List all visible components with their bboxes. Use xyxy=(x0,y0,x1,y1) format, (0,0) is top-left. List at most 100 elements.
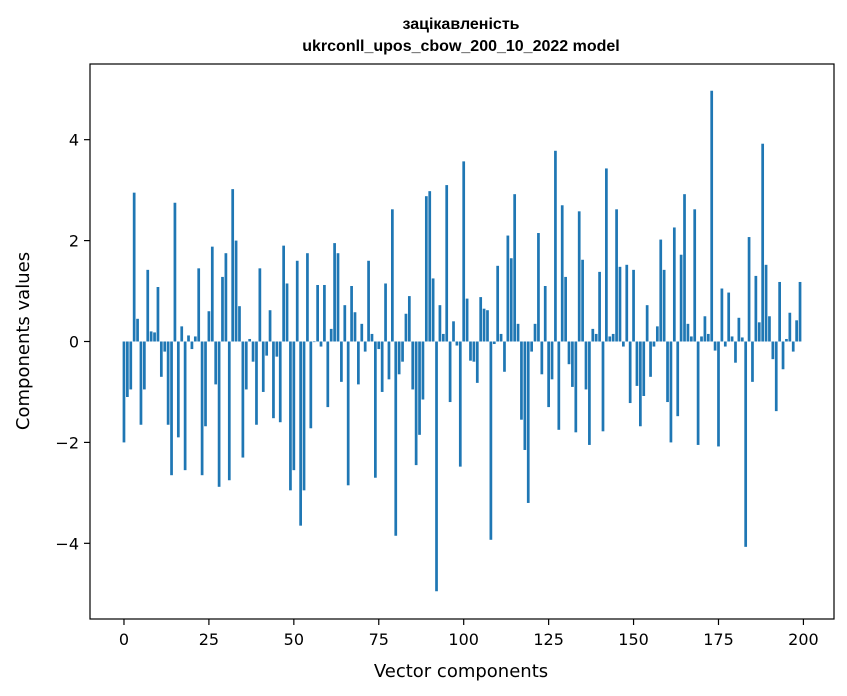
x-tick-label: 175 xyxy=(703,630,734,649)
bar-179 xyxy=(730,336,734,342)
bar-131 xyxy=(567,341,571,365)
bar-12 xyxy=(163,341,167,352)
bar-103 xyxy=(472,341,476,362)
bar-85 xyxy=(411,341,415,390)
bar-144 xyxy=(611,333,615,342)
bar-167 xyxy=(689,336,693,342)
bar-184 xyxy=(747,237,751,342)
bar-117 xyxy=(520,341,523,420)
bar-82 xyxy=(401,341,404,362)
bar-108 xyxy=(489,341,493,540)
bar-20 xyxy=(190,341,194,350)
bar-174 xyxy=(713,341,717,351)
bar-50 xyxy=(292,341,296,471)
bar-132 xyxy=(571,341,574,387)
bar-159 xyxy=(662,269,666,342)
bar-17 xyxy=(180,326,184,342)
bar-4 xyxy=(136,318,139,342)
bar-152 xyxy=(639,341,642,427)
bar-35 xyxy=(241,341,245,458)
bar-104 xyxy=(475,341,479,383)
bar-136 xyxy=(584,341,588,390)
bar-128 xyxy=(557,341,561,430)
bar-series xyxy=(122,90,802,592)
bar-67 xyxy=(350,286,353,342)
bar-115 xyxy=(513,194,517,342)
bar-16 xyxy=(176,341,180,438)
bar-90 xyxy=(428,191,432,342)
chart-title: зацікавленість xyxy=(403,16,520,33)
bar-15 xyxy=(173,202,177,342)
bar-77 xyxy=(384,283,387,342)
y-axis-label: Components values xyxy=(13,252,34,430)
bar-94 xyxy=(441,333,445,342)
bar-37 xyxy=(248,338,252,342)
bar-5 xyxy=(139,341,143,425)
bar-30 xyxy=(224,253,228,342)
bar-101 xyxy=(465,298,469,342)
bar-76 xyxy=(380,341,384,392)
bar-113 xyxy=(506,235,510,342)
bar-86 xyxy=(414,341,418,466)
bar-124 xyxy=(543,286,547,342)
bar-95 xyxy=(445,185,449,342)
x-tick-label: 150 xyxy=(618,630,649,649)
x-tick-label: 100 xyxy=(448,630,479,649)
bar-61 xyxy=(329,328,333,342)
bar-171 xyxy=(703,316,707,342)
bar-59 xyxy=(323,284,326,342)
bar-25 xyxy=(207,311,211,342)
bar-121 xyxy=(533,323,537,342)
bar-168 xyxy=(693,209,697,342)
bar-87 xyxy=(418,341,421,435)
bar-120 xyxy=(530,341,533,352)
bar-129 xyxy=(560,205,564,342)
bar-195 xyxy=(785,338,788,342)
bar-21 xyxy=(193,336,197,342)
bar-182 xyxy=(740,337,744,342)
bar-40 xyxy=(258,268,262,342)
bar-185 xyxy=(751,341,754,382)
bar-176 xyxy=(720,288,724,342)
bar-178 xyxy=(727,292,731,342)
bar-133 xyxy=(574,341,578,433)
bar-139 xyxy=(594,333,598,342)
bar-65 xyxy=(343,305,347,342)
bar-68 xyxy=(353,312,357,342)
bar-45 xyxy=(275,341,279,357)
bar-160 xyxy=(666,341,669,403)
bar-64 xyxy=(340,341,343,382)
bar-138 xyxy=(591,328,595,342)
bar-57 xyxy=(316,284,319,342)
bar-13 xyxy=(166,341,170,425)
bar-191 xyxy=(771,341,775,360)
bar-93 xyxy=(438,305,442,342)
bar-11 xyxy=(159,341,163,377)
bar-54 xyxy=(306,253,309,342)
bar-177 xyxy=(723,341,727,347)
bar-151 xyxy=(635,341,639,386)
bar-196 xyxy=(788,312,792,342)
bar-6 xyxy=(143,341,146,390)
bar-127 xyxy=(554,150,557,342)
bar-169 xyxy=(696,341,700,445)
bar-146 xyxy=(618,266,622,342)
bar-198 xyxy=(795,320,798,342)
bar-26 xyxy=(210,246,214,342)
x-tick-label: 25 xyxy=(199,630,219,649)
bar-41 xyxy=(261,341,265,392)
bar-107 xyxy=(486,310,489,342)
bar-100 xyxy=(462,161,466,342)
bar-81 xyxy=(397,341,401,375)
bar-158 xyxy=(659,239,663,342)
y-tick-label: −2 xyxy=(55,433,79,452)
x-tick-label: 50 xyxy=(284,630,304,649)
bar-97 xyxy=(452,321,455,342)
bar-123 xyxy=(540,341,544,375)
bar-112 xyxy=(503,341,506,372)
bar-199 xyxy=(798,281,802,342)
bar-165 xyxy=(683,194,686,342)
bar-53 xyxy=(302,341,306,491)
x-tick-label: 75 xyxy=(369,630,389,649)
bar-58 xyxy=(319,341,323,347)
